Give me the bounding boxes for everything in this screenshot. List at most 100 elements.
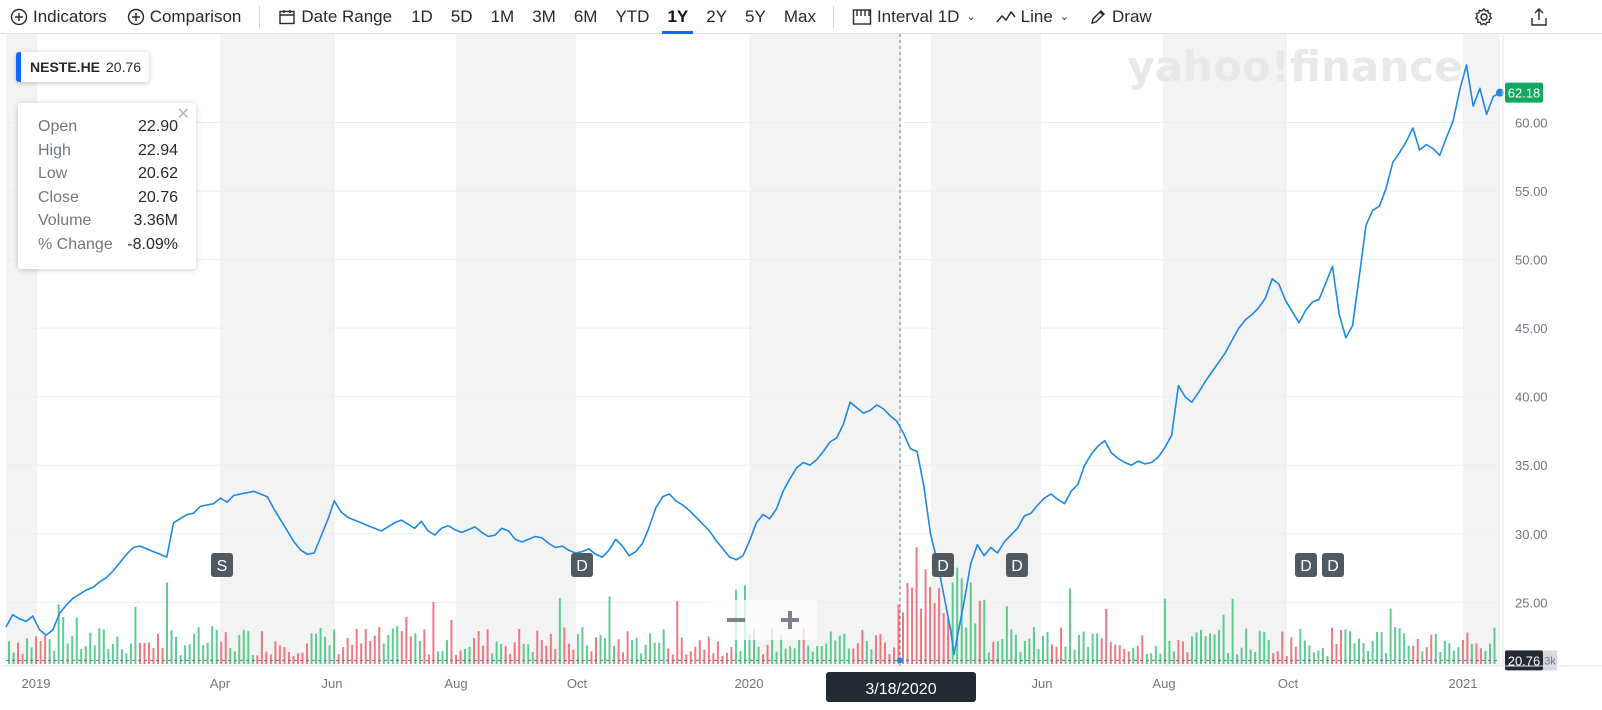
- volume-bar: [1294, 646, 1297, 664]
- volume-bar: [1060, 627, 1063, 664]
- y-tick-label: 50.00: [1515, 253, 1548, 268]
- dividend-marker[interactable]: D: [1006, 553, 1028, 577]
- volume-bar: [107, 648, 110, 664]
- volume-bar: [53, 650, 56, 664]
- symbol-tag[interactable]: NESTE.HE 20.76: [16, 52, 150, 82]
- volume-bar: [238, 635, 241, 664]
- range-6m[interactable]: 6M: [573, 6, 598, 26]
- volume-bar: [224, 632, 227, 664]
- last-point-dot: [1496, 88, 1504, 97]
- range-1d[interactable]: 1D: [411, 6, 433, 26]
- volume-bar: [558, 597, 561, 664]
- volume-bar: [39, 641, 42, 664]
- volume-bar: [296, 653, 299, 664]
- zoom-out-button[interactable]: [716, 602, 756, 638]
- crosshair-price-badge: [1505, 650, 1543, 671]
- indicators-button[interactable]: Indicators: [0, 0, 117, 34]
- range-2y[interactable]: 2Y: [706, 6, 728, 26]
- volume-bar: [852, 648, 855, 664]
- volume-bar: [378, 626, 381, 664]
- dividend-marker[interactable]: D: [1322, 553, 1344, 577]
- volume-bar: [513, 642, 516, 664]
- chart-type-button[interactable]: Line ⌄: [986, 0, 1079, 34]
- ohlc-value: 20.76: [137, 188, 178, 206]
- volume-bar: [992, 641, 995, 664]
- draw-button[interactable]: Draw: [1079, 0, 1162, 34]
- share-button[interactable]: [1530, 0, 1548, 34]
- share-icon: [1531, 8, 1547, 26]
- ohlc-label: Close: [38, 188, 79, 206]
- volume-bar: [1434, 633, 1437, 664]
- volume-bar: [418, 640, 421, 664]
- date-range-button[interactable]: Date Range: [268, 0, 402, 34]
- volume-bar: [545, 645, 548, 664]
- comparison-label: Comparison: [149, 6, 242, 26]
- volume-bar: [71, 635, 74, 664]
- volume-bar: [1231, 598, 1234, 664]
- close-icon[interactable]: ✕: [176, 106, 190, 123]
- volume-bar: [1163, 598, 1166, 664]
- volume-bar: [942, 613, 945, 664]
- volume-bar: [996, 641, 999, 664]
- volume-bar: [8, 641, 10, 664]
- volume-bar: [310, 633, 313, 664]
- range-1y[interactable]: 1Y: [658, 0, 697, 34]
- volume-bar: [491, 653, 494, 664]
- volume-bar: [585, 645, 588, 664]
- volume-bar: [161, 647, 164, 664]
- volume-bar: [292, 655, 295, 664]
- volume-bar: [1159, 653, 1162, 664]
- y-tick-label: 25.00: [1515, 595, 1548, 610]
- volume-bar: [753, 628, 755, 664]
- x-tick-label: Oct: [567, 676, 588, 691]
- minus-icon: [727, 618, 745, 622]
- pencil-icon: [1091, 9, 1106, 24]
- volume-bar: [278, 645, 281, 664]
- volume-bar: [847, 648, 850, 664]
- volume-bar: [730, 646, 733, 664]
- x-tick-label: 2020: [735, 676, 764, 691]
- volume-bar: [1267, 639, 1270, 664]
- volume-bar: [1001, 639, 1004, 664]
- volume-bar: [98, 628, 101, 664]
- volume-bar: [1412, 645, 1415, 664]
- comparison-button[interactable]: Comparison: [117, 0, 252, 34]
- zoom-in-button[interactable]: [770, 602, 810, 638]
- plus-icon: [781, 611, 799, 629]
- dividend-marker[interactable]: D: [571, 553, 593, 577]
- volume-bar: [631, 640, 634, 664]
- volume-bar: [202, 645, 205, 664]
- volume-bar: [938, 588, 941, 664]
- volume-bar: [1051, 644, 1053, 664]
- dividend-marker[interactable]: D: [932, 553, 954, 577]
- volume-bar: [102, 629, 105, 664]
- toolbar-divider: [259, 5, 261, 28]
- volume-bar: [1064, 646, 1067, 664]
- volume-bar: [1123, 648, 1126, 664]
- range-5d[interactable]: 5D: [450, 6, 473, 26]
- volume-bar: [748, 633, 751, 664]
- event-label: D: [576, 558, 588, 575]
- volume-bar: [319, 628, 322, 664]
- range-ytd[interactable]: YTD: [615, 6, 650, 26]
- range-1m[interactable]: 1M: [490, 6, 515, 26]
- range-3m[interactable]: 3M: [532, 6, 556, 26]
- volume-bar: [211, 626, 214, 664]
- range-5y[interactable]: 5Y: [745, 6, 766, 26]
- split-marker[interactable]: S: [211, 553, 233, 577]
- calendar-icon: [279, 9, 296, 24]
- volume-bar: [1439, 651, 1442, 664]
- dividend-marker[interactable]: D: [1295, 553, 1317, 577]
- volume-bar: [1398, 628, 1401, 664]
- volume-bar: [965, 627, 968, 664]
- volume-bar: [274, 641, 277, 664]
- settings-button[interactable]: [1474, 0, 1494, 34]
- range-max[interactable]: Max: [783, 6, 816, 26]
- interval-button[interactable]: Interval 1D ⌄: [842, 0, 986, 34]
- volume-bar: [816, 646, 819, 664]
- volume-bar: [1145, 653, 1148, 664]
- volume-bar: [1461, 639, 1464, 664]
- volume-bar: [978, 600, 981, 664]
- interval-value: 1D: [937, 6, 960, 26]
